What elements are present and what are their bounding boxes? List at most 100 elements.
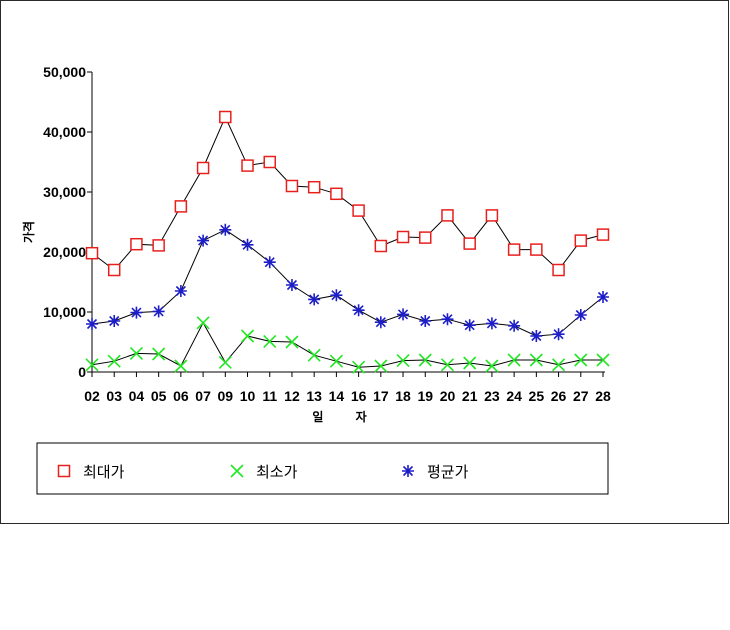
data-point-series-2 [329, 354, 343, 368]
data-point-series-3 [530, 330, 543, 342]
data-point-series-2 [307, 348, 321, 362]
x-tick-label: 26 [551, 388, 567, 404]
data-point-series-3 [197, 234, 210, 247]
data-point-series-1 [85, 246, 99, 260]
data-point-series-2 [485, 359, 499, 373]
data-point-series-1 [507, 243, 521, 256]
data-point-series-3 [241, 238, 254, 251]
data-point-series-3 [441, 313, 454, 326]
data-point-series-2 [551, 358, 566, 372]
data-point-series-1 [307, 180, 321, 194]
data-point-series-3 [597, 291, 609, 303]
data-point-series-1 [574, 234, 588, 247]
data-point-series-2 [263, 334, 277, 348]
data-point-series-1 [152, 239, 165, 252]
data-point-series-2 [218, 355, 232, 369]
data-point-series-2 [107, 354, 121, 368]
y-axis-title: 가격 [21, 221, 36, 243]
data-point-series-2 [507, 353, 521, 367]
y-tick-label: 50,000 [43, 64, 86, 80]
x-tick-label: 02 [84, 388, 100, 404]
x-tick-label: 27 [573, 388, 589, 404]
data-point-series-1 [596, 228, 610, 241]
x-tick-label: 09 [218, 388, 234, 404]
x-tick-label: 19 [417, 388, 433, 404]
data-point-series-2 [440, 358, 455, 372]
y-tick-label: 10,000 [43, 304, 86, 320]
legend-marker-2 [230, 464, 244, 478]
data-point-series-1 [196, 161, 210, 175]
data-point-series-3 [574, 309, 587, 321]
x-tick-label: 23 [484, 388, 500, 404]
data-point-series-3 [463, 319, 476, 332]
data-point-series-2 [85, 358, 99, 372]
legend-label: 최대가 [83, 463, 125, 481]
data-point-series-3 [552, 328, 565, 341]
data-point-series-2 [596, 353, 610, 367]
x-tick-label: 24 [506, 388, 522, 404]
data-point-series-3 [130, 306, 143, 319]
data-point-series-2 [396, 354, 410, 368]
y-tick-label: 30,000 [43, 184, 86, 200]
data-point-series-1 [241, 159, 254, 172]
x-tick-label: 10 [240, 388, 256, 404]
y-tick-label: 20,000 [43, 244, 86, 260]
data-point-series-3 [263, 256, 276, 269]
data-point-series-3 [152, 305, 165, 318]
x-tick-label: 03 [106, 388, 122, 404]
legend-box [36, 442, 609, 495]
x-tick-label: 12 [284, 388, 300, 404]
legend-marker-3 [402, 465, 414, 477]
data-point-series-2 [174, 359, 188, 373]
data-point-series-1 [130, 237, 143, 251]
data-point-series-3 [352, 304, 365, 317]
data-point-series-1 [285, 179, 299, 193]
y-tick-label: 40,000 [43, 124, 86, 140]
x-tick-label: 25 [529, 388, 545, 404]
data-point-series-2 [418, 353, 432, 367]
data-point-series-1 [441, 209, 454, 222]
data-point-series-3 [330, 289, 343, 302]
data-point-series-3 [485, 317, 498, 330]
data-point-series-1 [419, 231, 432, 244]
data-point-series-2 [352, 360, 366, 374]
data-point-series-2 [152, 347, 166, 361]
data-point-series-2 [374, 359, 388, 373]
data-point-series-1 [330, 187, 343, 201]
data-point-series-1 [396, 230, 410, 244]
data-point-series-2 [529, 353, 543, 367]
data-point-series-2 [129, 346, 144, 360]
data-point-series-3 [374, 316, 387, 329]
data-point-series-3 [419, 315, 432, 327]
data-point-series-1 [263, 155, 276, 169]
x-tick-label: 20 [440, 388, 456, 404]
series-line-3 [91, 229, 604, 337]
data-point-series-1 [174, 200, 188, 213]
y-tick-label: 0 [78, 364, 86, 380]
x-tick-label: 11 [262, 388, 277, 404]
data-point-series-1 [374, 239, 388, 253]
x-tick-label: 21 [462, 388, 478, 404]
data-point-series-1 [352, 204, 365, 217]
x-tick-label: 17 [373, 388, 389, 404]
data-point-series-2 [196, 316, 210, 330]
data-point-series-2 [463, 356, 477, 370]
data-point-series-3 [285, 279, 298, 291]
x-tick-label: 07 [195, 388, 211, 404]
x-tick-label: 04 [129, 388, 145, 404]
x-tick-label: 16 [351, 388, 367, 404]
data-point-series-3 [108, 315, 121, 327]
legend-label: 최소가 [256, 463, 298, 481]
series-line-2 [91, 321, 603, 368]
data-point-series-1 [219, 110, 232, 124]
legend-label: 평균가 [427, 463, 469, 481]
x-tick-label: 28 [595, 388, 611, 404]
data-point-series-3 [397, 308, 410, 321]
data-point-series-3 [219, 223, 232, 236]
x-tick-label: 05 [151, 388, 167, 404]
data-point-series-2 [574, 353, 588, 367]
data-point-series-1 [485, 209, 499, 222]
data-point-series-3 [174, 285, 187, 297]
x-tick-label: 14 [329, 388, 345, 404]
